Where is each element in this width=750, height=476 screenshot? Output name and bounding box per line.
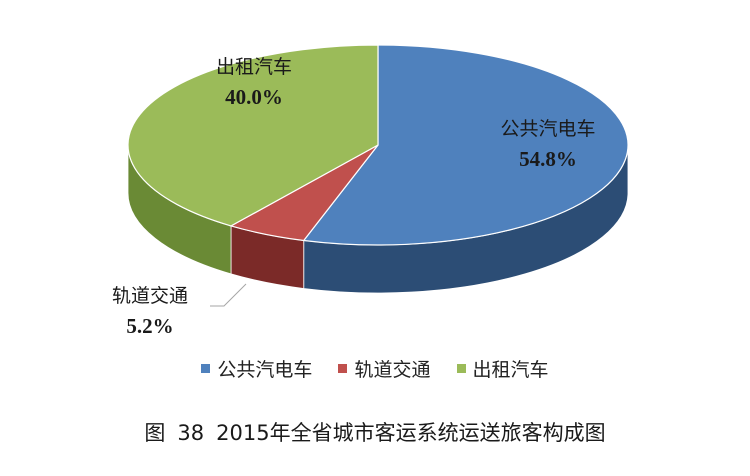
legend-label-rail: 轨道交通 (354, 359, 431, 381)
slice-value-rail: 5.2% (126, 314, 173, 338)
slice-name-bus: 公共汽电车 (500, 118, 595, 140)
figure-label: 图 (144, 421, 166, 445)
legend-swatch-bus (201, 364, 211, 373)
pie-slice-bus (302, 44, 629, 246)
figure-title: 2015年全省城市客运系统运送旅客构成图 (216, 421, 606, 445)
legend-swatch-taxi (456, 364, 466, 373)
figure-number: 38 (177, 421, 205, 445)
leader-lines (210, 283, 247, 307)
legend-item-taxi: 出租汽车 (456, 355, 549, 382)
legend-label-bus: 公共汽电车 (217, 359, 313, 381)
slice-name-rail: 轨道交通 (112, 285, 188, 307)
legend: 公共汽电车 轨道交通 出租汽车 (0, 355, 750, 382)
slice-name-taxi: 出租汽车 (216, 56, 292, 78)
slice-value-taxi: 40.0% (225, 85, 283, 109)
pie-tops (127, 44, 629, 246)
legend-item-bus: 公共汽电车 (201, 355, 312, 382)
slice-value-bus: 54.8% (519, 147, 577, 171)
legend-swatch-rail (338, 364, 348, 373)
pie-slice-taxi (127, 44, 379, 227)
legend-item-rail: 轨道交通 (338, 355, 431, 382)
leader-line-rail (210, 283, 247, 307)
figure-caption: 图 38 2015年全省城市客运系统运送旅客构成图 (0, 417, 750, 447)
data-labels: 公共汽电车 54.8% 轨道交通 5.2% 出租汽车 40.0% (112, 56, 596, 338)
legend-label-taxi: 出租汽车 (472, 359, 549, 381)
